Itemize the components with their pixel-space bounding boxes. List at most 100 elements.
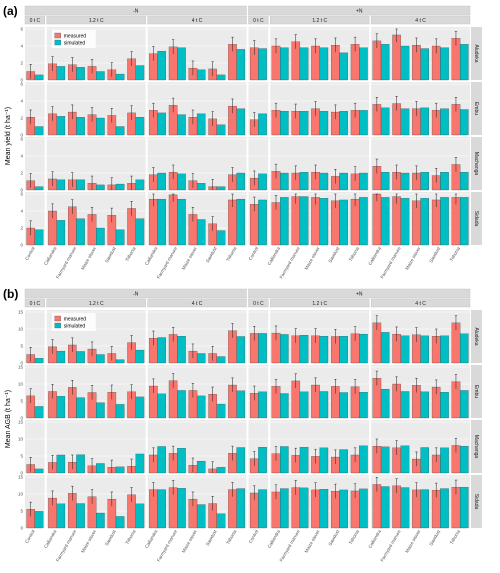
- bar-simulated: [157, 446, 166, 474]
- y-tick-label: 5: [20, 399, 23, 404]
- bar-simulated: [56, 220, 66, 246]
- strip-carbon-1: [46, 298, 146, 308]
- bar-simulated: [319, 172, 329, 191]
- bar-simulated: [440, 172, 449, 191]
- bar-simulated: [216, 186, 226, 191]
- x-tick-label: Farmyard manure: [279, 246, 301, 280]
- strip-carbon-label: 0 t C: [30, 18, 41, 24]
- bar-simulated: [115, 359, 125, 364]
- y-tick-label: 6: [20, 137, 23, 142]
- y-tick-label: 0: [20, 416, 23, 421]
- strip-carbon-label: 4 t C: [192, 301, 203, 307]
- bar-simulated: [236, 488, 246, 529]
- y-tick-label: 4: [20, 209, 23, 214]
- x-tick-label: Maize stover: [181, 529, 198, 554]
- bar-simulated: [96, 512, 105, 529]
- legend-swatch-measured: [54, 315, 61, 322]
- bar-simulated: [236, 447, 246, 474]
- bar-simulated: [236, 49, 246, 81]
- strip-carbon-0: [24, 15, 45, 25]
- y-axis-title: Mean AGB (t ha⁻¹): [5, 390, 12, 448]
- x-tick-label: Farmyard manure: [156, 529, 178, 563]
- strip-nitrogen-1: [248, 288, 471, 299]
- y-tick-label: 10: [18, 492, 24, 497]
- bar-simulated: [420, 48, 429, 81]
- bar-simulated: [459, 172, 469, 191]
- bar-simulated: [236, 390, 246, 419]
- bar-simulated: [359, 47, 368, 81]
- bar-simulated: [177, 336, 186, 364]
- facet-background: [25, 27, 45, 80]
- bar-simulated: [280, 197, 289, 246]
- x-tick-label: Sawdust: [104, 245, 117, 263]
- bar-simulated: [258, 391, 267, 419]
- y-tick-label: 0: [20, 471, 23, 476]
- bar-simulated: [96, 184, 105, 191]
- bar-simulated: [299, 447, 309, 474]
- y-tick-label: 15: [18, 420, 24, 425]
- site-label-embu: Embu: [473, 385, 479, 398]
- y-tick-label: 0: [20, 361, 23, 366]
- site-label-aludeka: Aludeka: [473, 327, 479, 345]
- bar-simulated: [216, 403, 226, 419]
- bar-simulated: [216, 74, 226, 81]
- strip-carbon-label: 1.2 t C: [89, 18, 104, 24]
- bar-simulated: [76, 117, 85, 136]
- bar-simulated: [196, 395, 206, 419]
- x-tick-label: Calliandra: [144, 246, 159, 266]
- bar-simulated: [420, 447, 429, 474]
- bar-simulated: [420, 107, 429, 136]
- y-tick-label: 15: [18, 310, 24, 315]
- x-tick-label: Maize stover: [80, 529, 97, 554]
- bar-simulated: [459, 333, 469, 364]
- x-tick-label: Sawdust: [104, 528, 117, 546]
- panel-label-1: (b): [3, 287, 18, 301]
- bar-simulated: [196, 504, 206, 529]
- bar-simulated: [236, 336, 246, 364]
- x-tick-label: Sawdust: [205, 245, 218, 263]
- bar-simulated: [319, 391, 329, 419]
- bar-simulated: [258, 447, 267, 474]
- bar-simulated: [115, 73, 125, 81]
- strip-carbon-label: 0 t C: [253, 18, 264, 24]
- bar-simulated: [236, 108, 246, 136]
- y-tick-label: 0: [20, 526, 23, 531]
- bar-simulated: [339, 392, 348, 419]
- strip-carbon-label: 4 t C: [192, 18, 203, 24]
- bar-simulated: [236, 172, 246, 191]
- x-tick-label: Maize stover: [181, 246, 198, 271]
- bar-measured: [168, 194, 178, 246]
- site-label-aludeka: Aludeka: [473, 44, 479, 62]
- bar-simulated: [216, 124, 226, 136]
- bar-simulated: [420, 489, 429, 529]
- site-strip: [471, 310, 482, 363]
- bar-simulated: [34, 406, 44, 419]
- bar-simulated: [400, 45, 410, 81]
- y-tick-label: 2: [20, 116, 23, 121]
- bar-simulated: [319, 489, 329, 529]
- site-strip: [471, 365, 482, 418]
- bar-simulated: [319, 111, 329, 136]
- bar-simulated: [400, 487, 410, 529]
- site-strip: [471, 27, 482, 80]
- legend-label-simulated: simulated: [64, 40, 86, 46]
- strip-carbon-1: [46, 15, 146, 25]
- x-tick-label: Sawdust: [428, 245, 441, 263]
- x-tick-label: Calliandra: [367, 246, 382, 266]
- site-strip: [471, 137, 482, 190]
- bar-simulated: [299, 172, 309, 191]
- x-tick-label: Tithonia: [348, 529, 360, 546]
- y-tick-label: 2: [20, 171, 23, 176]
- strip-carbon-label: 0 t C: [30, 301, 41, 307]
- bar-simulated: [196, 183, 206, 191]
- strip-carbon-label: 0 t C: [253, 301, 264, 307]
- bar-simulated: [115, 466, 125, 474]
- x-tick-label: Tithonia: [225, 246, 237, 263]
- strip-carbon-2: [147, 298, 247, 308]
- y-tick-label: 10: [18, 437, 24, 442]
- site-strip: [471, 192, 482, 245]
- x-tick-label: Maize stover: [303, 529, 320, 554]
- bar-simulated: [157, 198, 166, 246]
- bar-simulated: [440, 47, 449, 81]
